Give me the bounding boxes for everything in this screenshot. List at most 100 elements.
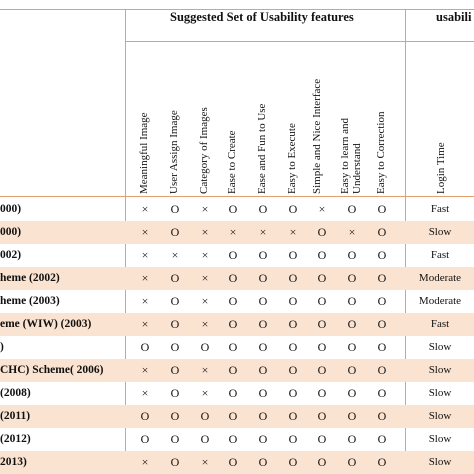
feature-yes-mark: O: [377, 432, 387, 446]
feature-yes-mark: O: [377, 317, 387, 331]
row-label: heme (2002): [0, 272, 60, 284]
login-time-value: Slow: [428, 387, 452, 399]
feature-yes-mark: O: [170, 455, 180, 469]
row-label: 000): [0, 203, 22, 215]
feature-yes-mark: O: [258, 271, 268, 285]
login-time-value: Slow: [428, 456, 452, 468]
feature-yes-mark: O: [228, 409, 238, 423]
feature-yes-mark: O: [347, 409, 357, 423]
feature-yes-mark: O: [288, 294, 298, 308]
feature-yes-mark: O: [347, 271, 357, 285]
feature-yes-mark: O: [317, 340, 327, 354]
feature-no-mark: ×: [201, 317, 209, 331]
feature-no-mark: ×: [141, 363, 149, 377]
row-label: (2012): [0, 433, 31, 445]
login-time-value: Moderate: [418, 295, 462, 307]
feature-yes-mark: O: [140, 409, 150, 423]
feature-yes-mark: O: [228, 271, 238, 285]
login-time-value: Fast: [430, 249, 450, 261]
column-heading: Ease and Fun to Use: [248, 44, 278, 194]
row-label: heme (2003): [0, 295, 60, 307]
feature-no-mark: ×: [201, 294, 209, 308]
feature-yes-mark: O: [288, 386, 298, 400]
column-heading-label: Category of Images: [198, 107, 210, 194]
feature-yes-mark: O: [288, 432, 298, 446]
feature-no-mark: ×: [289, 225, 297, 239]
login-time-value: Moderate: [418, 272, 462, 284]
column-heading-label: Ease and Fun to Use: [256, 103, 268, 194]
feature-yes-mark: O: [228, 248, 238, 262]
feature-yes-mark: O: [347, 340, 357, 354]
row-label: CHC) Scheme( 2006): [0, 364, 104, 376]
column-heading: Ease to Create: [218, 44, 248, 194]
feature-no-mark: ×: [141, 317, 149, 331]
feature-yes-mark: O: [317, 271, 327, 285]
row-label: ): [0, 341, 4, 353]
feature-yes-mark: O: [317, 317, 327, 331]
table-row: (2008) × O × O O O O O O Slow: [0, 382, 474, 405]
feature-yes-mark: O: [228, 294, 238, 308]
feature-no-mark: ×: [348, 225, 356, 239]
table-row: (2011) O O O O O O O O O Slow: [0, 405, 474, 428]
feature-yes-mark: O: [347, 363, 357, 377]
column-heading-label: Easy to Execute: [286, 123, 298, 194]
header-bottom-border: [0, 196, 474, 197]
feature-yes-mark: O: [288, 340, 298, 354]
feature-yes-mark: O: [347, 455, 357, 469]
feature-yes-mark: O: [317, 294, 327, 308]
feature-no-mark: ×: [141, 248, 149, 262]
feature-yes-mark: O: [317, 386, 327, 400]
feature-no-mark: ×: [171, 248, 179, 262]
feature-yes-mark: O: [347, 248, 357, 262]
feature-no-mark: ×: [259, 225, 267, 239]
feature-yes-mark: O: [258, 432, 268, 446]
feature-yes-mark: O: [377, 225, 387, 239]
feature-yes-mark: O: [170, 271, 180, 285]
feature-yes-mark: O: [258, 409, 268, 423]
table-row: 002) × × × O O O O O O Fast: [0, 244, 474, 267]
login-time-value: Fast: [430, 318, 450, 330]
feature-yes-mark: O: [200, 340, 210, 354]
column-heading-label: User Assign Image: [168, 110, 180, 194]
feature-yes-mark: O: [170, 363, 180, 377]
top-border: [0, 9, 474, 10]
table-row: CHC) Scheme( 2006) × O × O O O O O O Slow: [0, 359, 474, 382]
feature-yes-mark: O: [377, 455, 387, 469]
column-heading: Simple and Nice Interface: [307, 44, 337, 194]
feature-yes-mark: O: [258, 455, 268, 469]
table-row: heme (2003) × O × O O O O O O Moderate: [0, 290, 474, 313]
column-heading: Easy to learn and Understand: [337, 44, 367, 194]
feature-no-mark: ×: [141, 225, 149, 239]
column-heading: Easy to Execute: [278, 44, 308, 194]
feature-yes-mark: O: [288, 248, 298, 262]
feature-yes-mark: O: [228, 432, 238, 446]
column-heading-label: Meaningful Image: [138, 112, 150, 194]
feature-yes-mark: O: [317, 409, 327, 423]
feature-yes-mark: O: [170, 225, 180, 239]
column-heading-label: Easy to Correction: [375, 111, 387, 194]
login-time-value: Slow: [428, 226, 452, 238]
column-heading: Meaningful Image: [130, 44, 160, 194]
feature-yes-mark: O: [288, 202, 298, 216]
login-time-value: Slow: [428, 433, 452, 445]
feature-no-mark: ×: [201, 386, 209, 400]
table-row: 000) × O × O O O × O O Fast: [0, 198, 474, 221]
feature-yes-mark: O: [288, 271, 298, 285]
feature-no-mark: ×: [318, 202, 326, 216]
feature-yes-mark: O: [377, 294, 387, 308]
column-heading-label: Simple and Nice Interface: [311, 78, 323, 194]
feature-yes-mark: O: [170, 294, 180, 308]
feature-yes-mark: O: [377, 363, 387, 377]
feature-yes-mark: O: [258, 340, 268, 354]
feature-yes-mark: O: [377, 340, 387, 354]
column-heading-label: Ease to Create: [226, 130, 238, 194]
feature-yes-mark: O: [170, 317, 180, 331]
feature-yes-mark: O: [228, 386, 238, 400]
feature-no-mark: ×: [201, 248, 209, 262]
feature-yes-mark: O: [347, 386, 357, 400]
table-row: eme (WIW) (2003) × O × O O O O O O Fast: [0, 313, 474, 336]
feature-no-mark: ×: [201, 455, 209, 469]
column-heading: Easy to Correction: [367, 44, 397, 194]
row-label: eme (WIW) (2003): [0, 318, 92, 330]
feature-yes-mark: O: [258, 248, 268, 262]
